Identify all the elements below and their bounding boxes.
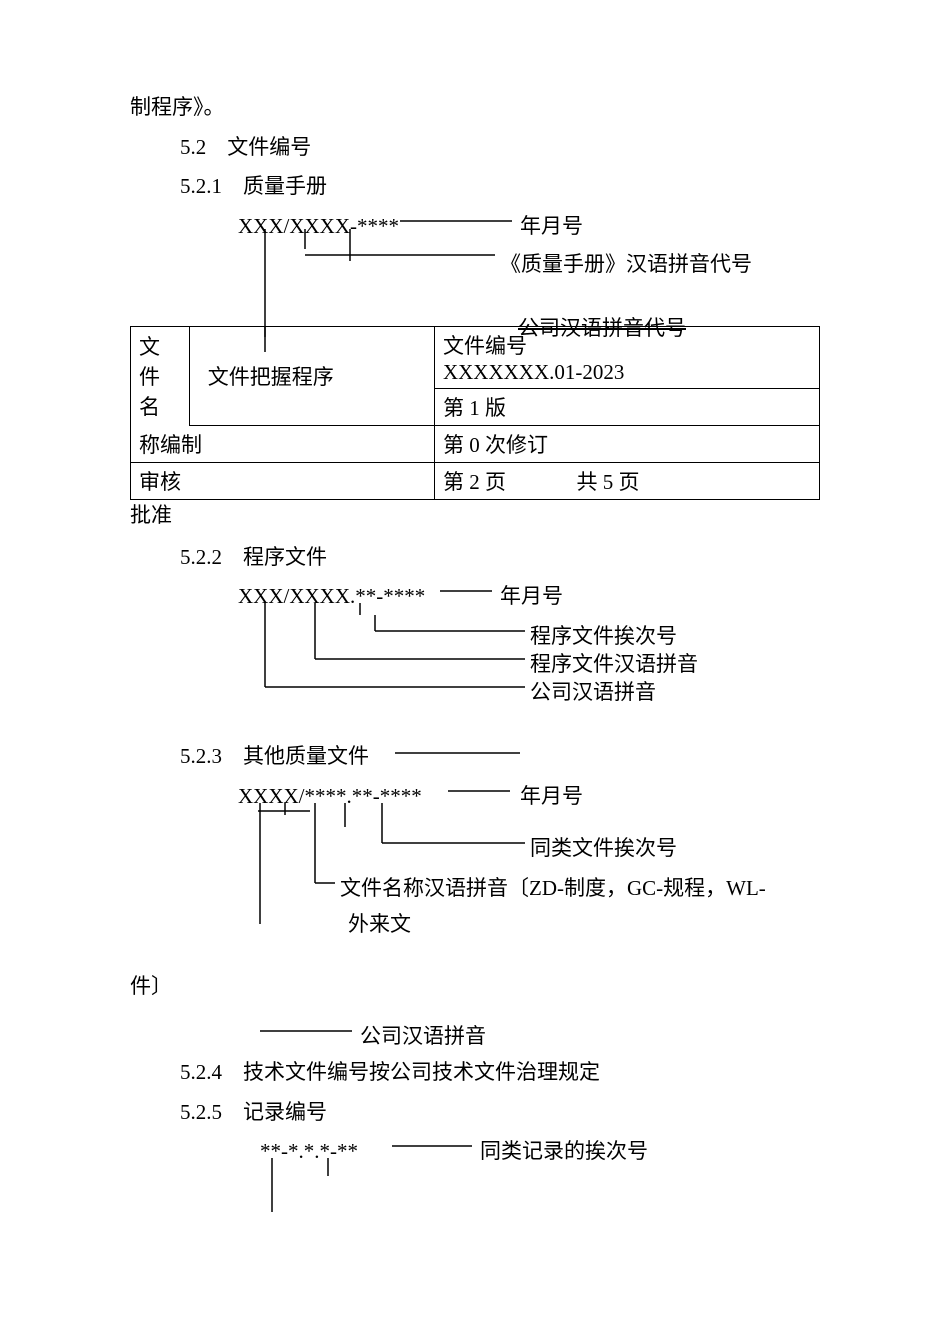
label-521-company-pinyin: 公司汉语拼音代号 (518, 311, 686, 347)
top-fragment: 制程序》。 (130, 90, 820, 126)
code-522: XXX/XXXX.**-**** (238, 579, 425, 615)
code-521: XXX/XXXX-**** (238, 209, 399, 245)
cell-total: 共 5 页 (576, 470, 639, 494)
heading-5-2-1: 5.2.1 质量手册 (130, 169, 820, 205)
label-525-seq: 同类记录的挨次号 (480, 1134, 648, 1170)
cell-filename-key: 文件名 (139, 335, 160, 419)
cell-approve: 批准 (130, 498, 820, 534)
label-521-manual-pinyin: 《质量手册》汉语拼音代号 (500, 247, 752, 283)
label-523-pinyin-3: 件〕 (130, 969, 820, 1005)
code-525: **-*.*.*-** (260, 1134, 358, 1170)
label-523-company-pinyin: 公司汉语拼音 (360, 1019, 486, 1055)
heading-5-2-3: 5.2.3 其他质量文件 (130, 739, 820, 775)
label-522-company-pinyin: 公司汉语拼音 (530, 675, 656, 711)
cell-version: 第 1 版 (443, 396, 506, 420)
label-522-year: 年月号 (500, 579, 563, 615)
diagram-522-lines (130, 579, 830, 739)
cell-filename-val: 文件把握程序 (208, 365, 334, 389)
label-523-year: 年月号 (520, 779, 583, 815)
label-523-pinyin-2: 外来文 (348, 907, 411, 943)
heading-5-2-2: 5.2.2 程序文件 (130, 540, 820, 576)
cell-audit: 审核 (139, 470, 181, 494)
cell-compose: 称编制 (139, 433, 202, 457)
heading-5-2-4: 5.2.4 技术文件编号按公司技术文件治理规定 (130, 1055, 820, 1091)
heading-5-2: 5.2 文件编号 (130, 130, 820, 166)
doc-info-table: 文件名 文件把握程序 文件编号 XXXXXXX.01-2023 第 1 版 称编… (130, 326, 820, 500)
label-521-year: 年月号 (520, 209, 583, 245)
label-523-seq: 同类文件挨次号 (530, 831, 677, 867)
cell-code-val: XXXXXXX.01-2023 (443, 360, 811, 385)
heading-5-2-5: 5.2.5 记录编号 (130, 1095, 820, 1131)
label-523-pinyin-1: 文件名称汉语拼音〔ZD-制度，GC-规程，WL- (340, 871, 766, 907)
cell-page: 第 2 页 (443, 470, 506, 494)
code-523: XXXX/****.**-**** (238, 779, 422, 815)
cell-revision: 第 0 次修订 (443, 433, 548, 457)
